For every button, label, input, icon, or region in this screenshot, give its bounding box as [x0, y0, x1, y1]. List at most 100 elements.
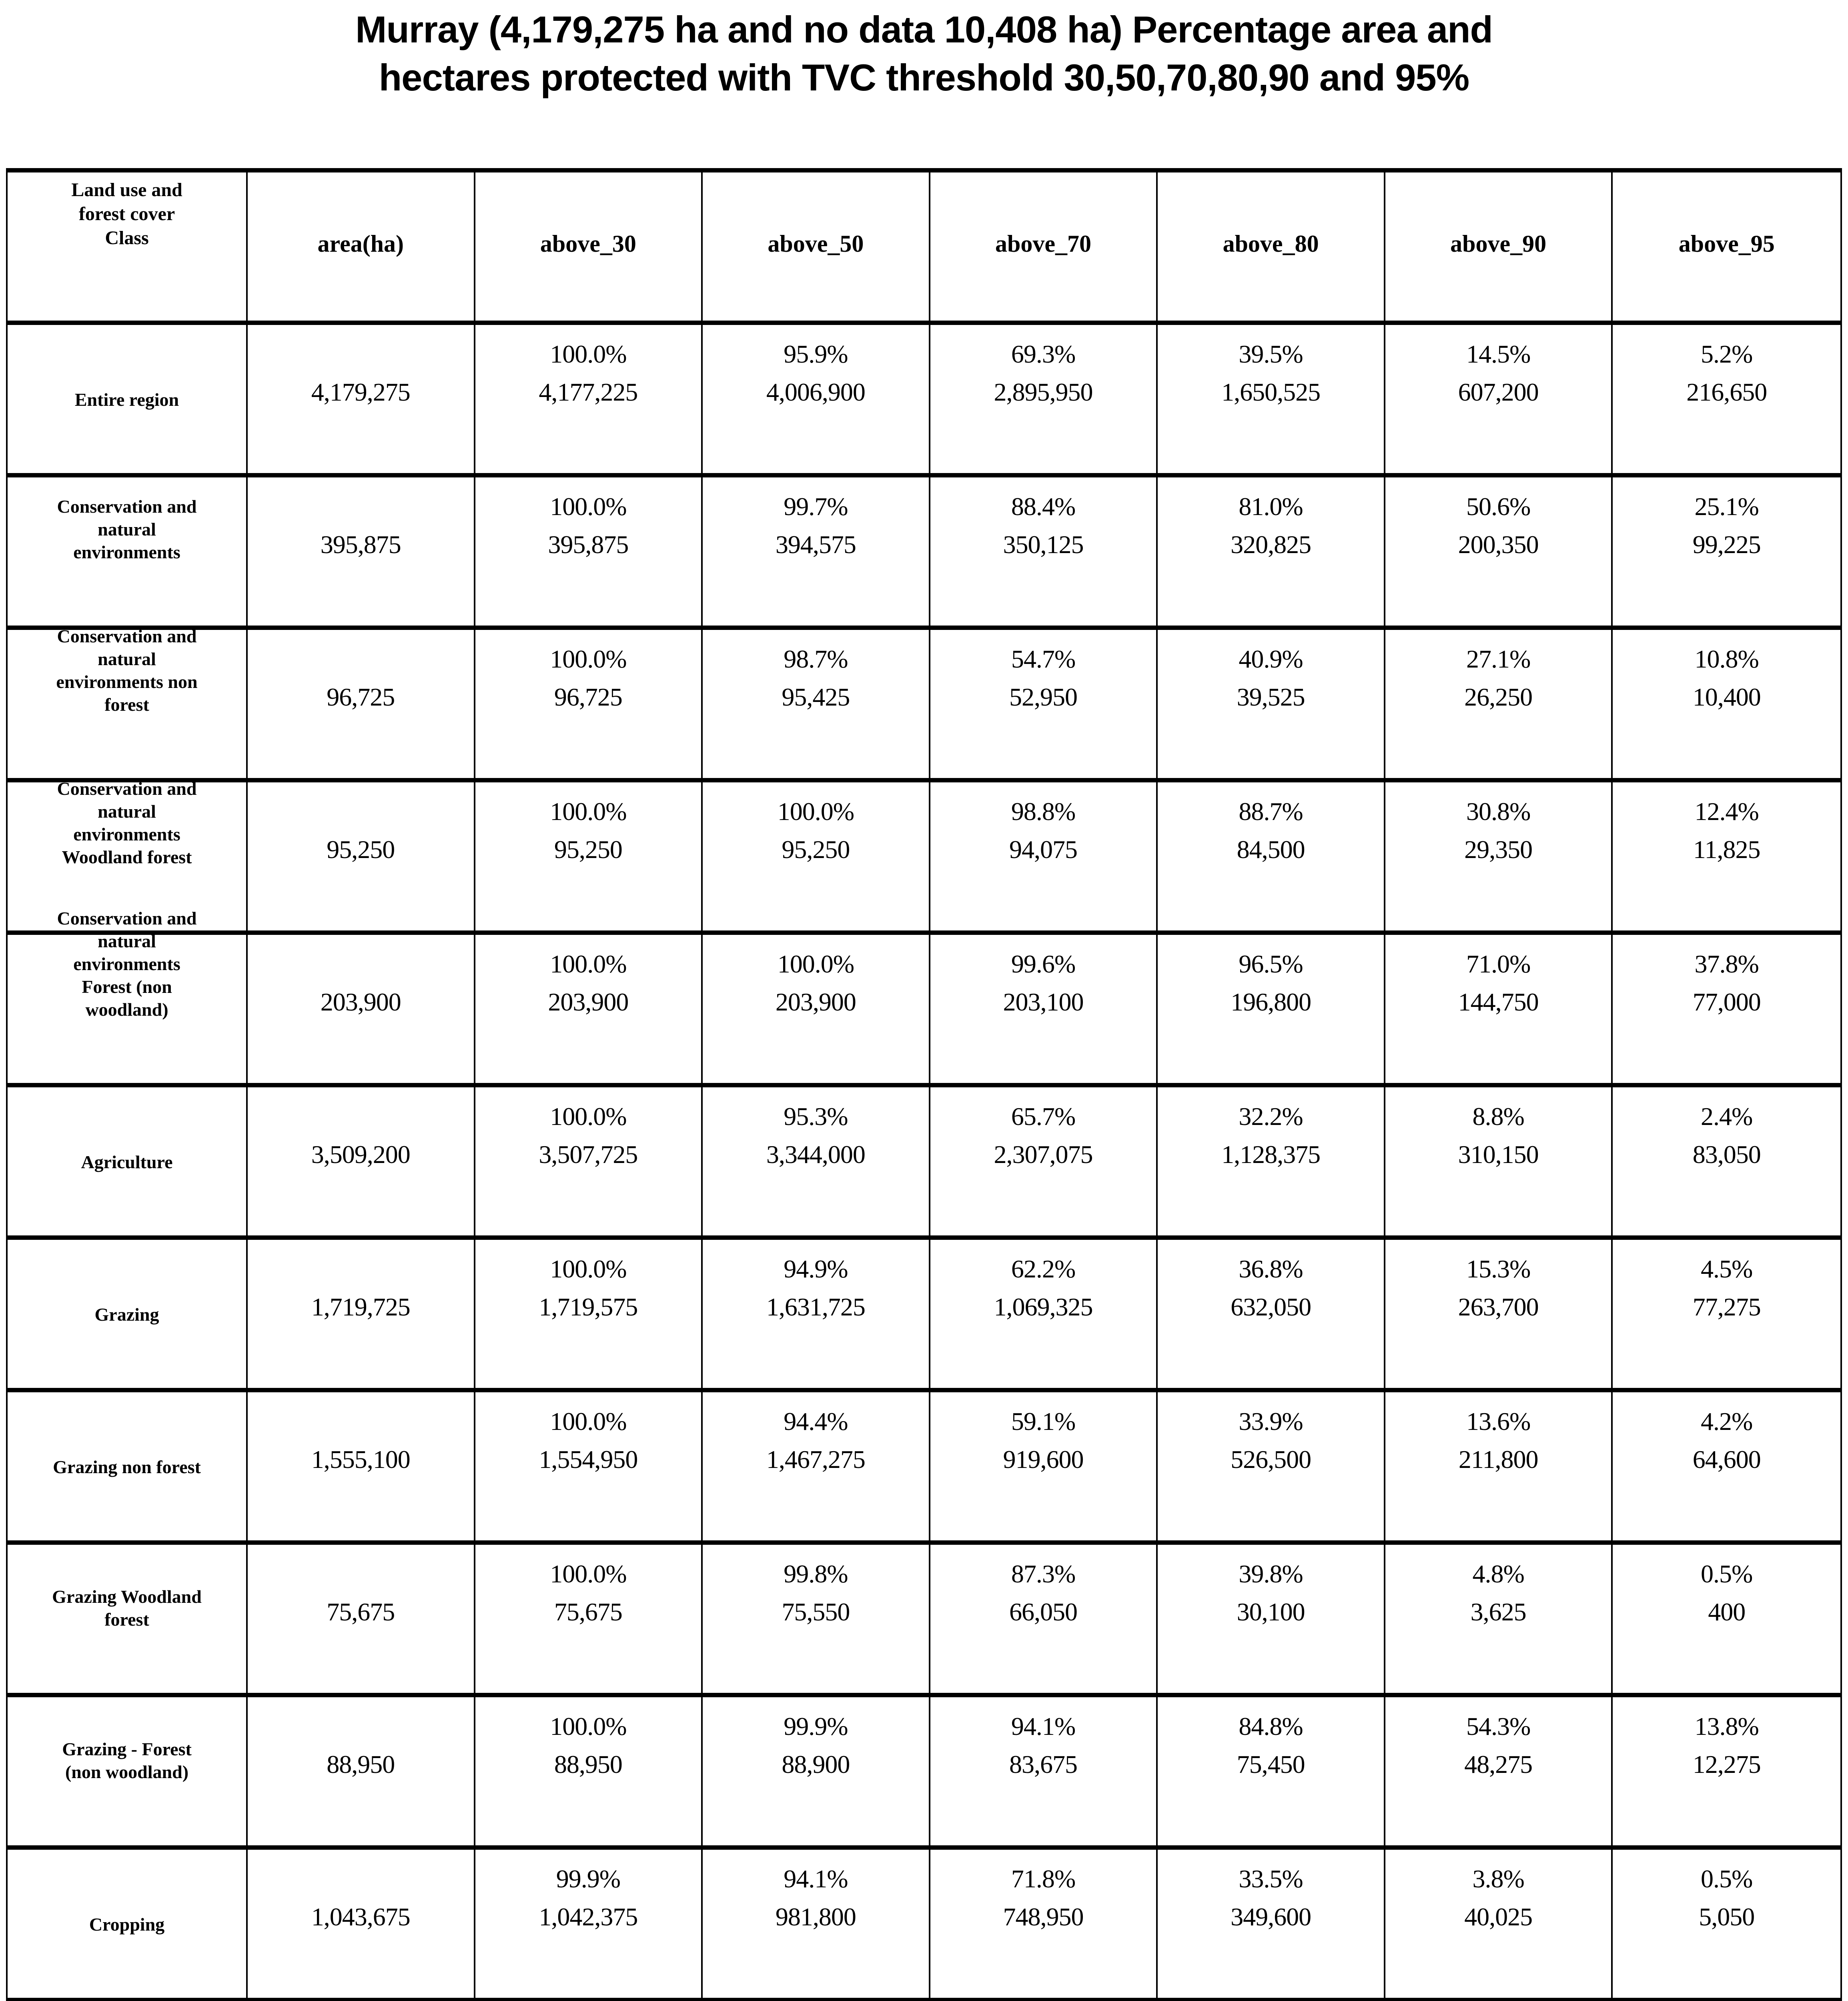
- hectares-value: 3,507,725: [539, 1140, 638, 1169]
- value-cell: 100.0% 95,250: [703, 782, 930, 935]
- hectares-value: 203,100: [1003, 988, 1084, 1016]
- value-cell: 100.0% 203,900: [703, 935, 930, 1087]
- area-cell: 203,900: [248, 935, 475, 1087]
- hectares-value: 10,400: [1692, 683, 1761, 711]
- header-class-column: Land use and forest cover Class: [8, 172, 248, 325]
- value-cell: 39.8% 30,100: [1158, 1545, 1385, 1697]
- area-value: 203,900: [320, 988, 401, 1016]
- hectares-value: 39,525: [1237, 683, 1305, 711]
- value-cell: 8.8% 310,150: [1385, 1087, 1613, 1240]
- row-label-cell: Grazing - Forest (non woodland): [8, 1697, 248, 1850]
- percent-value: 12.4%: [1694, 797, 1759, 826]
- hectares-value: 26,250: [1464, 683, 1533, 711]
- row-label-cell: Conservation and natural environments Fo…: [8, 908, 248, 1087]
- area-cell: 1,555,100: [248, 1392, 475, 1545]
- hectares-value: 203,900: [548, 988, 629, 1016]
- hectares-value: 607,200: [1458, 378, 1539, 406]
- value-cell: 100.0% 203,900: [475, 935, 703, 1087]
- percent-value: 100.0%: [550, 492, 627, 521]
- percent-value: 33.9%: [1239, 1407, 1303, 1436]
- value-cell: 94.4% 1,467,275: [703, 1392, 930, 1545]
- area-value: 96,725: [327, 683, 395, 711]
- area-cell: 395,875: [248, 477, 475, 630]
- percent-value: 87.3%: [1011, 1560, 1076, 1588]
- row-label: Conservation and natural environments Wo…: [57, 778, 197, 867]
- hectares-value: 981,800: [775, 1903, 856, 1931]
- hectares-value: 77,275: [1692, 1293, 1761, 1321]
- percent-value: 13.6%: [1466, 1407, 1531, 1436]
- data-table: Land use and forest cover Class area(ha)…: [6, 168, 1842, 2001]
- row-label: Conservation and natural environments: [57, 496, 197, 562]
- value-cell: 0.5% 400: [1613, 1545, 1840, 1697]
- hectares-value: 88,900: [782, 1750, 850, 1778]
- hectares-value: 394,575: [775, 530, 856, 559]
- row-label-cell: Grazing: [8, 1240, 248, 1392]
- percent-value: 84.8%: [1239, 1712, 1303, 1740]
- area-value: 95,250: [327, 835, 395, 864]
- row-label: Grazing Woodland forest: [52, 1586, 202, 1630]
- percent-value: 95.3%: [784, 1102, 848, 1131]
- value-cell: 69.3% 2,895,950: [930, 325, 1158, 477]
- percent-value: 99.9%: [556, 1865, 621, 1893]
- hectares-value: 95,250: [782, 835, 850, 864]
- percent-value: 14.5%: [1466, 340, 1531, 368]
- value-cell: 100.0% 3,507,725: [475, 1087, 703, 1240]
- hectares-value: 66,050: [1009, 1598, 1078, 1626]
- value-cell: 37.8% 77,000: [1613, 935, 1840, 1087]
- row-label-cell: Conservation and natural environments: [8, 477, 248, 630]
- percent-value: 100.0%: [550, 1560, 627, 1588]
- percent-value: 3.8%: [1472, 1865, 1524, 1893]
- value-cell: 100.0% 75,675: [475, 1545, 703, 1697]
- header-above-95-label: above_95: [1678, 231, 1775, 257]
- hectares-value: 1,719,575: [539, 1293, 638, 1321]
- percent-value: 39.8%: [1239, 1560, 1303, 1588]
- hectares-value: 1,467,275: [766, 1445, 866, 1474]
- value-cell: 15.3% 263,700: [1385, 1240, 1613, 1392]
- header-area-label: area(ha): [317, 231, 404, 257]
- area-value: 1,555,100: [311, 1445, 411, 1474]
- page-title: Murray (4,179,275 ha and no data 10,408 …: [0, 6, 1848, 102]
- hectares-value: 203,900: [775, 988, 856, 1016]
- percent-value: 15.3%: [1466, 1255, 1531, 1283]
- hectares-value: 1,042,375: [539, 1903, 638, 1931]
- hectares-value: 75,675: [554, 1598, 623, 1626]
- hectares-value: 5,050: [1699, 1903, 1755, 1931]
- header-above-95: above_95: [1613, 172, 1840, 325]
- value-cell: 100.0% 95,250: [475, 782, 703, 935]
- percent-value: 71.8%: [1011, 1865, 1076, 1893]
- page-title-line1: Murray (4,179,275 ha and no data 10,408 …: [355, 8, 1493, 50]
- value-cell: 13.6% 211,800: [1385, 1392, 1613, 1545]
- value-cell: 12.4% 11,825: [1613, 782, 1840, 935]
- value-cell: 71.0% 144,750: [1385, 935, 1613, 1087]
- percent-value: 59.1%: [1011, 1407, 1076, 1436]
- hectares-value: 48,275: [1464, 1750, 1533, 1778]
- percent-value: 40.9%: [1239, 645, 1303, 673]
- percent-value: 33.5%: [1239, 1865, 1303, 1893]
- header-above-90-label: above_90: [1450, 231, 1547, 257]
- hectares-value: 83,675: [1009, 1750, 1078, 1778]
- percent-value: 32.2%: [1239, 1102, 1303, 1131]
- percent-value: 88.7%: [1239, 797, 1303, 826]
- hectares-value: 526,500: [1231, 1445, 1311, 1474]
- header-class-label: Land use and forest cover Class: [71, 179, 182, 249]
- percent-value: 100.0%: [550, 645, 627, 673]
- percent-value: 54.7%: [1011, 645, 1076, 673]
- row-label-cell: Entire region: [8, 325, 248, 477]
- percent-value: 99.8%: [784, 1560, 848, 1588]
- hectares-value: 94,075: [1009, 835, 1078, 864]
- header-above-70: above_70: [930, 172, 1158, 325]
- percent-value: 100.0%: [777, 950, 854, 978]
- hectares-value: 52,950: [1009, 683, 1078, 711]
- value-cell: 95.9% 4,006,900: [703, 325, 930, 477]
- value-cell: 94.9% 1,631,725: [703, 1240, 930, 1392]
- hectares-value: 1,128,375: [1221, 1140, 1321, 1169]
- value-cell: 87.3% 66,050: [930, 1545, 1158, 1697]
- row-label-cell: Conservation and natural environments no…: [8, 626, 248, 782]
- hectares-value: 350,125: [1003, 530, 1084, 559]
- value-cell: 14.5% 607,200: [1385, 325, 1613, 477]
- hectares-value: 95,425: [782, 683, 850, 711]
- hectares-value: 263,700: [1458, 1293, 1539, 1321]
- hectares-value: 196,800: [1231, 988, 1311, 1016]
- hectares-value: 216,650: [1686, 378, 1767, 406]
- hectares-value: 144,750: [1458, 988, 1539, 1016]
